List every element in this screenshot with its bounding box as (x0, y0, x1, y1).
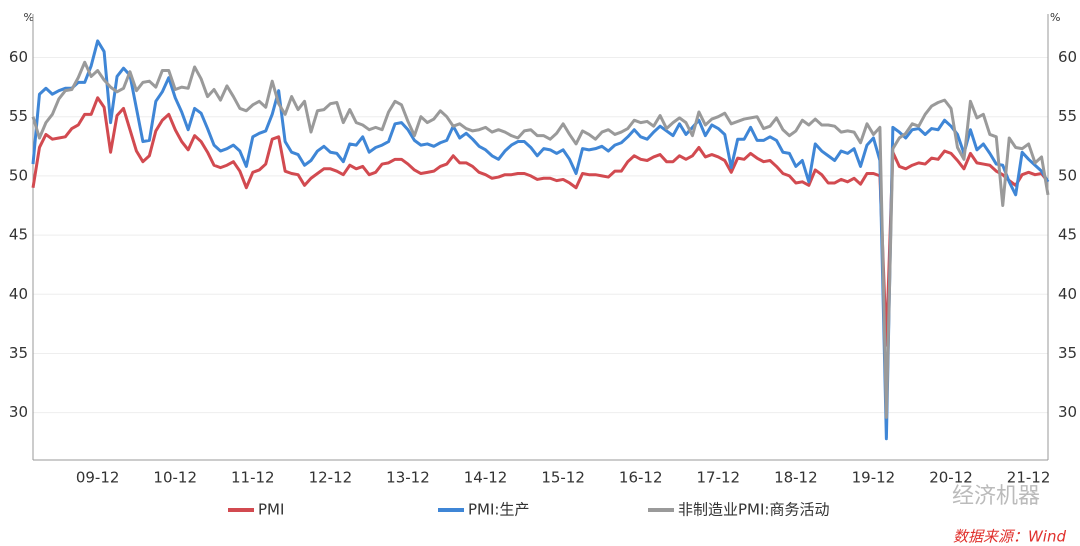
y-tick-label: 55 (9, 107, 28, 125)
series-line (31, 60, 1050, 419)
y2-tick-label: 55 (1058, 107, 1077, 125)
series-line (31, 39, 1050, 441)
x-tick-label: 20-12 (929, 469, 973, 487)
y-tick-label: 35 (9, 344, 28, 362)
y2-tick-label: 35 (1058, 344, 1077, 362)
y2-tick-label: 50 (1058, 166, 1077, 184)
y-tick-label: 45 (9, 226, 28, 244)
x-tick-label: 18-12 (774, 469, 818, 487)
y-tick-label: 30 (9, 403, 28, 421)
legend-label: 非制造业PMI:商务活动 (678, 501, 829, 519)
x-tick-label: 17-12 (696, 469, 740, 487)
legend-label: PMI:生产 (468, 501, 529, 519)
watermark: 经济机器 (952, 484, 1040, 509)
source: 数据来源：Wind (953, 528, 1067, 546)
x-tick-label: 10-12 (153, 469, 197, 487)
y2-axis-label: % (1050, 11, 1060, 24)
y2-tick-label: 40 (1058, 285, 1077, 303)
x-tick-label: 12-12 (309, 469, 353, 487)
y2-tick-label: 45 (1058, 226, 1077, 244)
x-tick-label: 15-12 (541, 469, 585, 487)
x-tick-label: 11-12 (231, 469, 275, 487)
y-tick-label: 40 (9, 285, 28, 303)
x-tick-label: 14-12 (464, 469, 508, 487)
x-tick-label: 21-12 (1007, 469, 1051, 487)
x-tick-label: 16-12 (619, 469, 663, 487)
y-tick-label: 60 (9, 48, 28, 66)
x-tick-label: 19-12 (852, 469, 896, 487)
x-tick-label: 09-12 (76, 469, 120, 487)
legend-label: PMI (258, 501, 284, 519)
y-axis-label: % (24, 11, 34, 24)
y-tick-label: 50 (9, 166, 28, 184)
y2-tick-label: 30 (1058, 403, 1077, 421)
y2-tick-label: 60 (1058, 48, 1077, 66)
x-tick-label: 13-12 (386, 469, 430, 487)
